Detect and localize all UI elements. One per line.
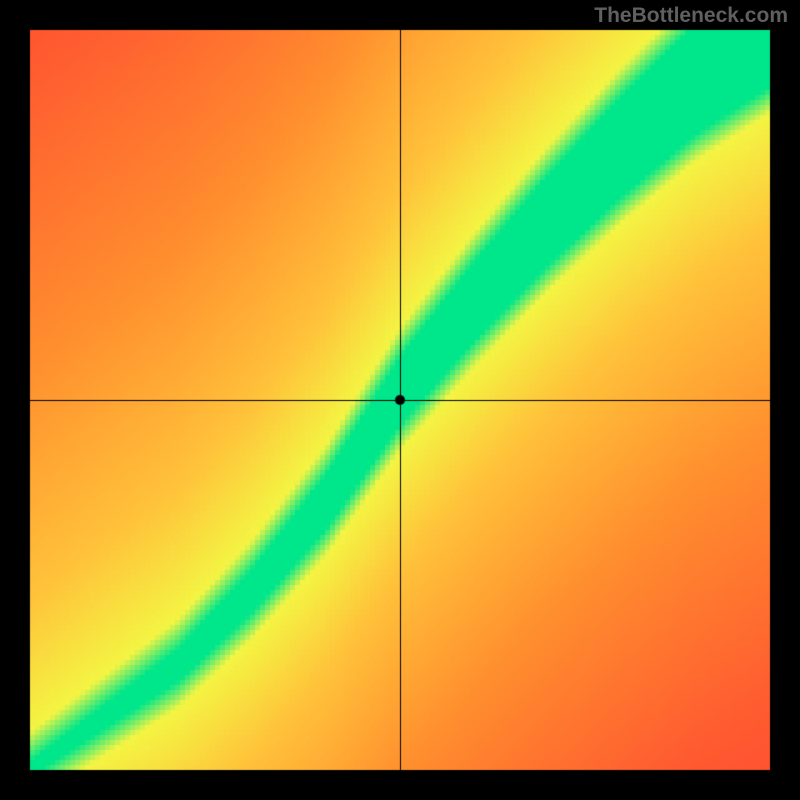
- watermark-text: TheBottleneck.com: [594, 4, 788, 28]
- chart-container: TheBottleneck.com: [0, 0, 800, 800]
- bottleneck-heatmap: [0, 0, 800, 800]
